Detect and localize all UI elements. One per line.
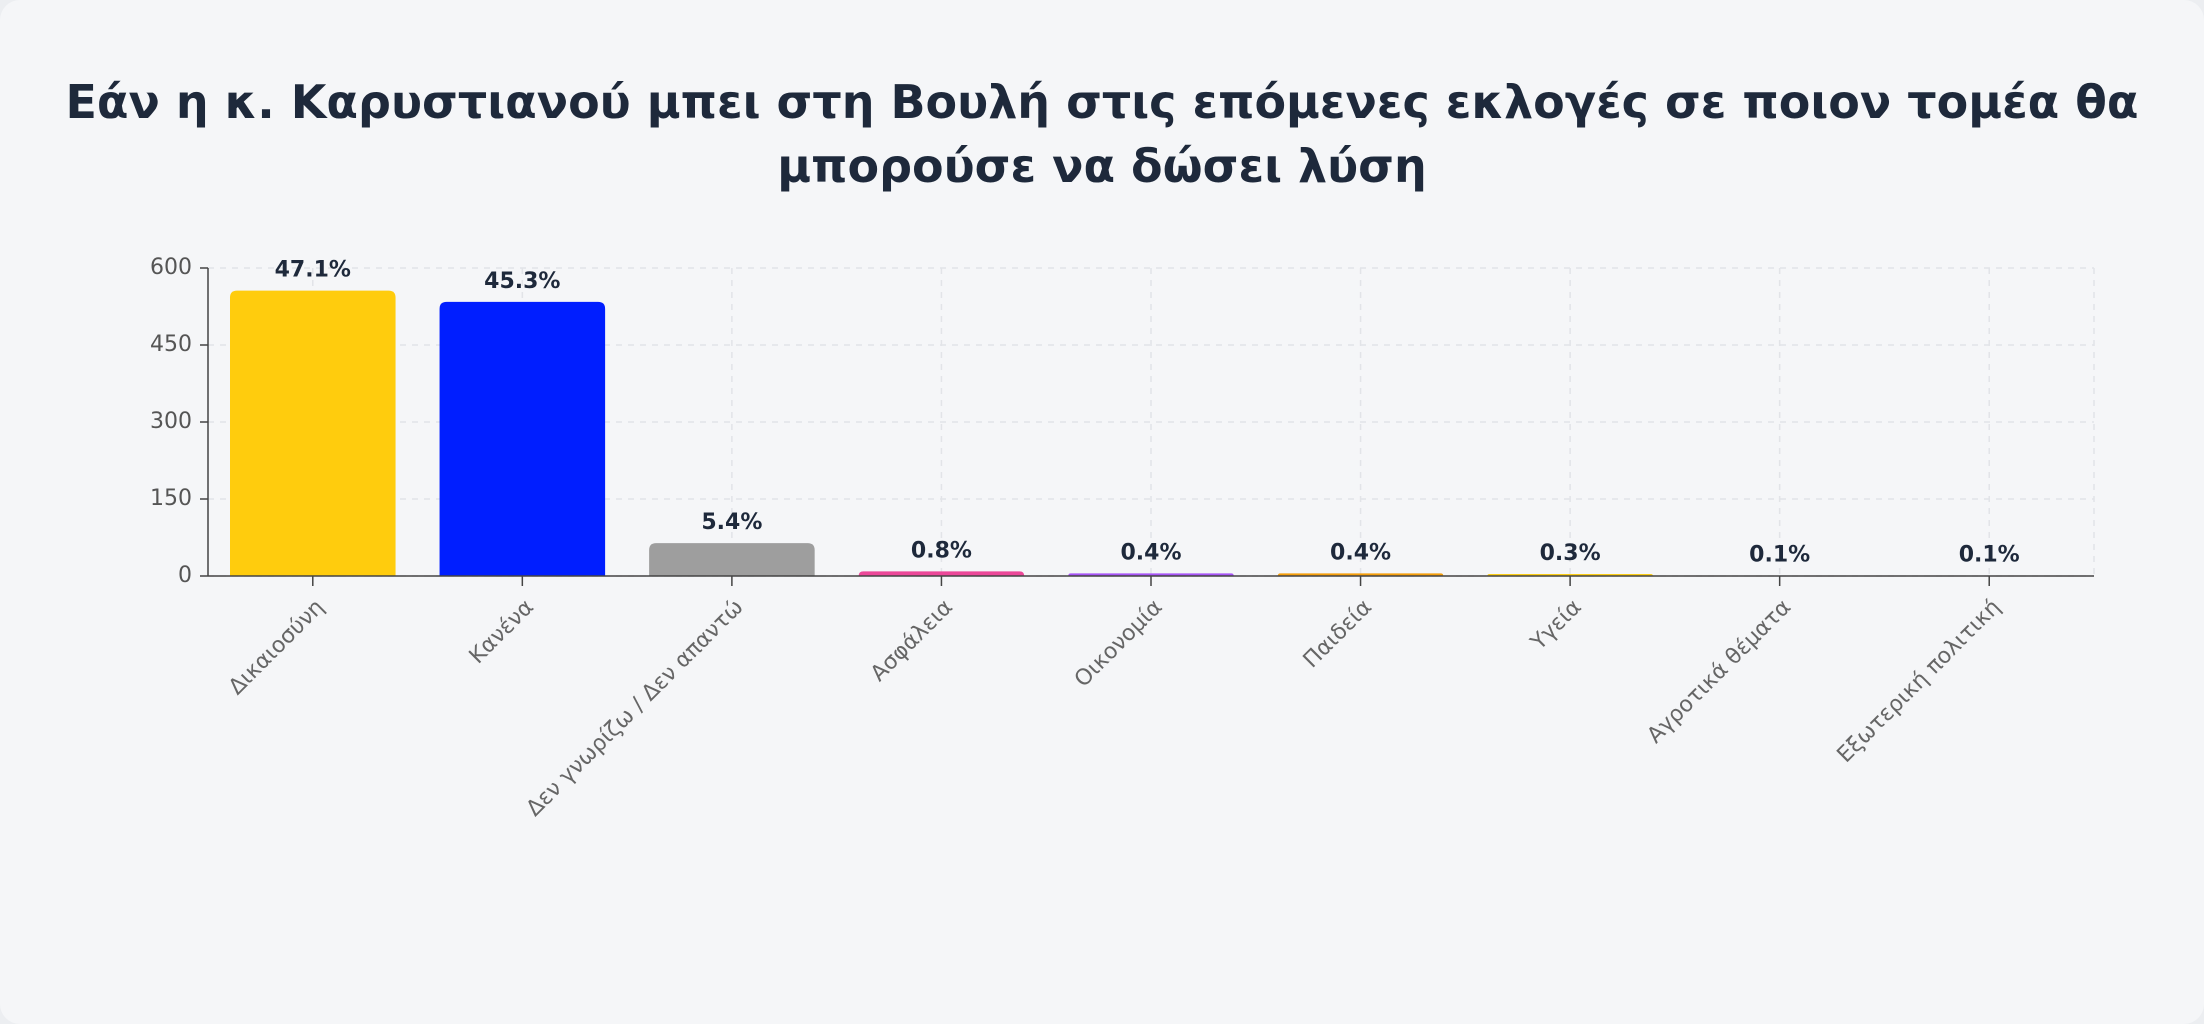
data-label: 0.4% [1330, 540, 1391, 565]
x-tick-label: Εξωτερική πολιτική [1833, 595, 2006, 768]
x-tick-label: Δικαιοσύνη [224, 595, 329, 700]
x-tick-label: Κανένα [465, 595, 539, 669]
y-tick-label: 300 [150, 409, 192, 434]
y-tick-label: 150 [150, 486, 192, 511]
data-label: 45.3% [484, 269, 560, 294]
data-label: 47.1% [275, 258, 351, 283]
data-label: 5.4% [701, 510, 762, 535]
x-tick-label: Δεν γνωρίζω / Δεν απαντώ [522, 595, 749, 822]
data-label: 0.4% [1120, 540, 1181, 565]
x-tick-label: Οικονομία [1070, 595, 1168, 693]
data-label: 0.3% [1540, 541, 1601, 566]
x-tick-label: Αγροτικά θέματα [1643, 595, 1797, 749]
chart-title: Εάν η κ. Καρυστιανού μπει στη Βουλή στις… [65, 75, 2139, 193]
bar [439, 301, 606, 576]
bar [858, 571, 1025, 576]
data-label: 0.1% [1749, 542, 1810, 567]
data-label: 0.1% [1959, 542, 2020, 567]
data-label: 0.8% [911, 538, 972, 563]
x-tick-label: Υγεία [1526, 595, 1587, 656]
bar [230, 290, 396, 576]
y-tick-label: 450 [150, 332, 192, 357]
bar [649, 543, 815, 576]
x-tick-label: Ασφάλεια [866, 595, 958, 687]
y-tick-label: 600 [150, 255, 192, 280]
y-tick-label: 0 [178, 563, 192, 588]
x-tick-label: Παιδεία [1299, 595, 1377, 673]
